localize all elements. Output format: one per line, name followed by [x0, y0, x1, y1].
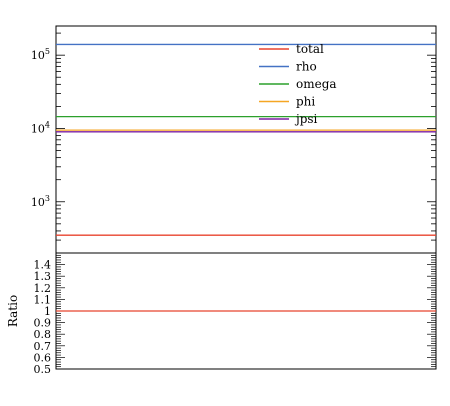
ratio-tick-label: 0.7 — [34, 340, 52, 353]
ratio-tick-label: 1.3 — [34, 270, 52, 283]
ratio-tick-label: 1.4 — [34, 259, 52, 272]
y-tick-label: 104 — [31, 120, 50, 135]
ratio-axis-label: Ratio — [6, 295, 20, 327]
ratio-tick-label: 1.2 — [34, 282, 52, 295]
ratio-tick-label: 1 — [44, 305, 51, 318]
main-panel: 103 104 105 total rho omega phi jpsi — [31, 25, 437, 254]
legend-label-jpsi: jpsi — [294, 112, 318, 126]
ratio-tick-label: 1.1 — [34, 293, 52, 306]
legend-label-phi: phi — [296, 95, 315, 109]
legend-label-total: total — [296, 42, 324, 56]
ratio-panel: 0.50.60.70.80.911.11.21.31.4 Ratio — [6, 252, 437, 376]
ratio-tick-label: 0.8 — [34, 328, 52, 341]
y-tick-label: 105 — [31, 47, 50, 62]
ratio-tick-label: 0.5 — [34, 363, 52, 376]
main-frame — [55, 25, 437, 254]
ratio-tick-label: 0.9 — [34, 317, 52, 330]
ratio-tick-label: 0.6 — [34, 351, 52, 364]
y-tick-label: 103 — [31, 194, 50, 209]
legend-label-omega: omega — [296, 77, 337, 91]
legend-label-rho: rho — [296, 60, 317, 74]
